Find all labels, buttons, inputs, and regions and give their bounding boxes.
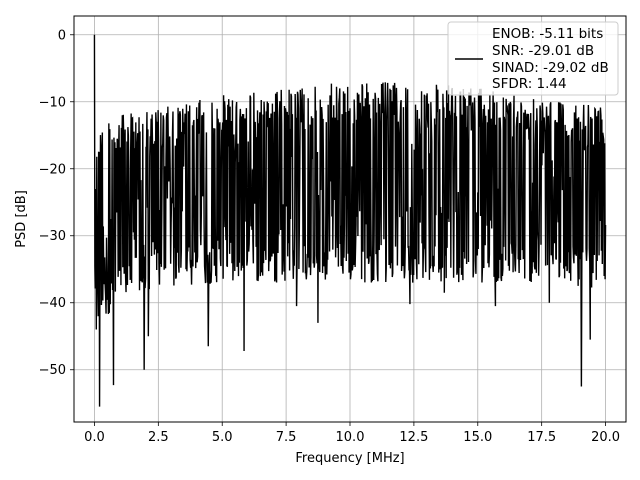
x-tick-label: 7.5 bbox=[276, 430, 297, 445]
x-tick-label: 15.0 bbox=[463, 430, 492, 445]
y-tick-label: −10 bbox=[39, 95, 66, 110]
y-tick-label: 0 bbox=[58, 28, 66, 43]
x-tick-label: 20.0 bbox=[591, 430, 620, 445]
x-tick-label: 2.5 bbox=[148, 430, 169, 445]
x-axis-label: Frequency [MHz] bbox=[295, 451, 404, 466]
x-tick-label: 17.5 bbox=[527, 430, 556, 445]
x-axis: 0.0 2.5 5.0 7.5 10.0 12.5 15.0 17.5 20.0 bbox=[84, 422, 620, 445]
y-tick-label: −30 bbox=[39, 229, 66, 244]
x-tick-label: 5.0 bbox=[212, 430, 233, 445]
legend-entry-sfdr: SFDR: 1.44 bbox=[492, 76, 567, 92]
x-tick-label: 12.5 bbox=[399, 430, 428, 445]
y-tick-label: −20 bbox=[39, 162, 66, 177]
legend-entry-snr: SNR: -29.01 dB bbox=[492, 43, 594, 59]
plot-area bbox=[93, 34, 607, 407]
y-tick-label: −40 bbox=[39, 296, 66, 311]
y-axis: 0 −10 −20 −30 −40 −50 bbox=[39, 28, 74, 378]
x-tick-label: 10.0 bbox=[336, 430, 365, 445]
x-tick-label: 0.0 bbox=[84, 430, 105, 445]
legend-box bbox=[447, 21, 619, 96]
legend-entry-sinad: SINAD: -29.02 dB bbox=[492, 60, 609, 76]
legend-entry-enob: ENOB: -5.11 bits bbox=[492, 26, 603, 42]
legend: ENOB: -5.11 bits SNR: -29.01 dB SINAD: -… bbox=[447, 21, 619, 96]
psd-series-line bbox=[93, 34, 607, 407]
y-tick-label: −50 bbox=[39, 363, 66, 378]
y-axis-label: PSD [dB] bbox=[14, 190, 29, 248]
